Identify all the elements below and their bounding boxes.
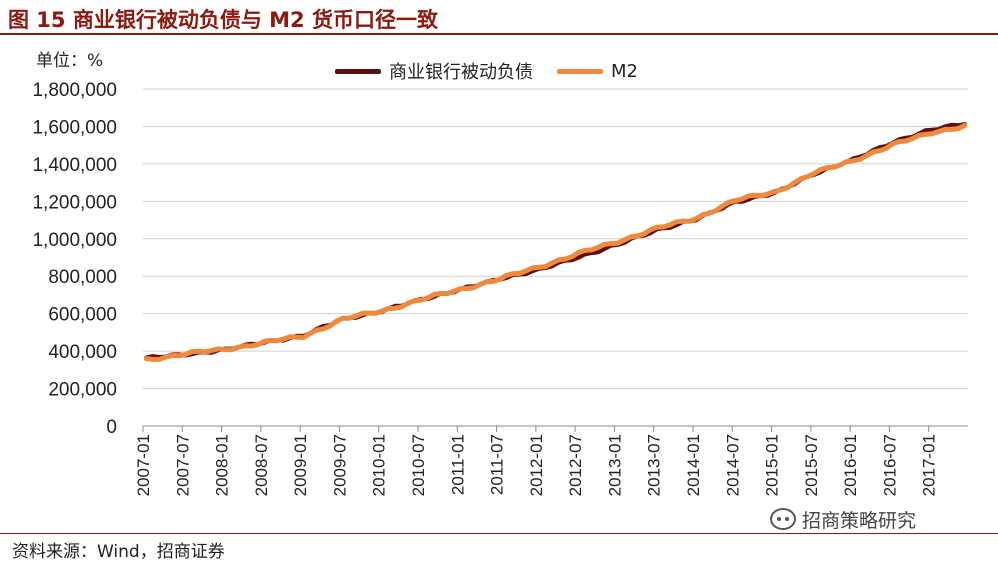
x-tick-label: 2010-07 xyxy=(409,434,428,496)
x-tick-label: 2017-01 xyxy=(920,434,939,496)
legend-label-m2: M2 xyxy=(611,60,638,82)
legend-item-liabilities: 商业银行被动负债 xyxy=(335,58,533,84)
y-tick-label: 1,000,000 xyxy=(32,230,117,251)
x-tick-label: 2008-07 xyxy=(252,434,271,496)
legend-swatch-liabilities xyxy=(335,68,381,74)
x-tick-label: 2011-07 xyxy=(488,434,507,495)
y-tick-label: 600,000 xyxy=(48,305,117,326)
x-tick-label: 2009-01 xyxy=(291,434,310,496)
source-note: 资料来源：Wind，招商证券 xyxy=(12,542,225,562)
y-tick-label: 1,200,000 xyxy=(32,192,117,213)
x-tick-label: 2008-01 xyxy=(213,434,232,496)
x-tick-label: 2013-01 xyxy=(605,434,624,496)
legend-swatch-m2 xyxy=(557,68,603,74)
x-tick-label: 2014-07 xyxy=(723,434,742,496)
x-tick-label: 2012-07 xyxy=(566,434,585,496)
y-tick-label: 1,800,000 xyxy=(32,80,117,101)
legend: 商业银行被动负债 M2 xyxy=(335,58,638,84)
title-divider xyxy=(0,33,998,35)
x-tick-label: 2016-07 xyxy=(880,434,899,496)
x-tick-label: 2012-01 xyxy=(527,434,546,496)
x-tick-label: 2015-07 xyxy=(802,434,821,496)
x-tick-label: 2013-07 xyxy=(645,434,664,496)
y-tick-label: 1,600,000 xyxy=(32,117,117,138)
x-tick-label: 2011-01 xyxy=(448,434,467,495)
footer-divider xyxy=(0,533,998,534)
x-tick-label: 2007-07 xyxy=(173,434,192,496)
x-tick-label: 2007-01 xyxy=(134,434,153,496)
legend-item-m2: M2 xyxy=(557,61,638,82)
series-line-liabilities xyxy=(144,122,967,360)
y-tick-label: 0 xyxy=(106,417,117,438)
y-tick-label: 400,000 xyxy=(48,342,117,363)
watermark-text: 招商策略研究 xyxy=(802,509,917,532)
x-tick-label: 2016-01 xyxy=(841,434,860,496)
x-tick-label: 2014-01 xyxy=(684,434,703,496)
series-line-m2 xyxy=(143,123,968,362)
y-tick-label: 800,000 xyxy=(48,267,117,288)
y-tick-label: 1,400,000 xyxy=(32,155,117,176)
watermark: 招商策略研究 xyxy=(770,505,916,533)
x-tick-label: 2010-01 xyxy=(370,434,389,496)
y-tick-label: 200,000 xyxy=(48,380,117,401)
wechat-icon xyxy=(770,508,796,530)
chart-title: 图 15 商业银行被动负债与 M2 货币口径一致 xyxy=(8,8,438,32)
unit-label: 单位：% xyxy=(36,51,104,71)
x-tick-label: 2009-07 xyxy=(330,434,349,496)
legend-label-liabilities: 商业银行被动负债 xyxy=(389,62,533,83)
x-tick-label: 2015-01 xyxy=(763,434,782,496)
